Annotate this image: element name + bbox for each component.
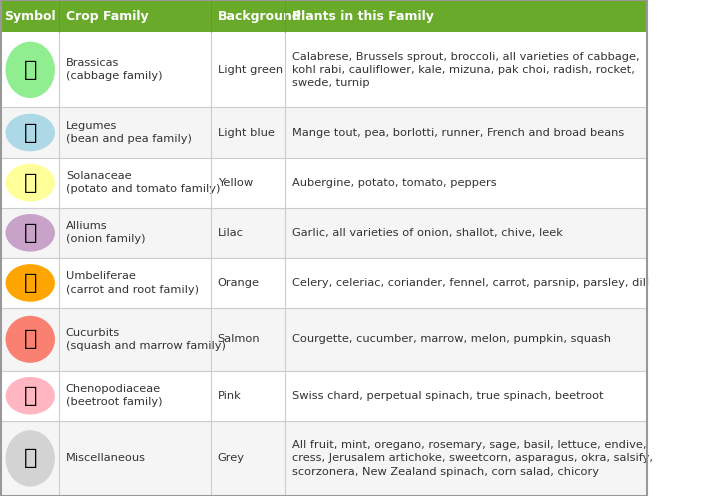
Text: Yellow: Yellow (218, 178, 253, 187)
Text: 🫘: 🫘 (23, 123, 37, 142)
Text: Aubergine, potato, tomato, peppers: Aubergine, potato, tomato, peppers (292, 178, 496, 187)
Text: Chenopodiaceae
(beetroot family): Chenopodiaceae (beetroot family) (66, 384, 163, 407)
Text: Cucurbits
(squash and marrow family): Cucurbits (squash and marrow family) (66, 328, 226, 351)
FancyBboxPatch shape (1, 32, 648, 108)
Text: Orange: Orange (218, 278, 259, 288)
FancyBboxPatch shape (1, 308, 648, 371)
Text: Mange tout, pea, borlotti, runner, French and broad beans: Mange tout, pea, borlotti, runner, Frenc… (292, 127, 624, 137)
Text: All fruit, mint, oregano, rosemary, sage, basil, lettuce, endive,
cress, Jerusal: All fruit, mint, oregano, rosemary, sage… (292, 440, 653, 477)
Text: Miscellaneous: Miscellaneous (66, 453, 146, 463)
Text: Symbol: Symbol (4, 9, 56, 23)
Text: Lilac: Lilac (218, 228, 243, 238)
Text: Brassicas
(cabbage family): Brassicas (cabbage family) (66, 58, 163, 81)
Text: Grey: Grey (218, 453, 245, 463)
Text: 🍓: 🍓 (23, 448, 37, 468)
FancyBboxPatch shape (1, 108, 648, 158)
Text: Crop Family: Crop Family (66, 9, 148, 23)
Text: Salmon: Salmon (218, 334, 260, 344)
Text: Light blue: Light blue (218, 127, 274, 137)
Ellipse shape (6, 316, 55, 363)
FancyBboxPatch shape (1, 158, 648, 208)
Ellipse shape (6, 114, 55, 151)
Text: Swiss chard, perpetual spinach, true spinach, beetroot: Swiss chard, perpetual spinach, true spi… (292, 391, 604, 401)
Text: 🥬: 🥬 (23, 60, 37, 80)
Text: 🍅: 🍅 (23, 173, 37, 192)
Text: Background: Background (218, 9, 301, 23)
Text: Plants in this Family: Plants in this Family (292, 9, 434, 23)
FancyBboxPatch shape (1, 0, 648, 32)
FancyBboxPatch shape (1, 371, 648, 421)
Text: Garlic, all varieties of onion, shallot, chive, leek: Garlic, all varieties of onion, shallot,… (292, 228, 563, 238)
Text: Light green: Light green (218, 65, 283, 75)
Ellipse shape (6, 164, 55, 201)
Text: Solanaceae
(potato and tomato family): Solanaceae (potato and tomato family) (66, 171, 220, 194)
FancyBboxPatch shape (1, 421, 648, 496)
Text: 🥒: 🥒 (23, 329, 37, 349)
FancyBboxPatch shape (1, 258, 648, 308)
Ellipse shape (6, 214, 55, 251)
Text: Celery, celeriac, coriander, fennel, carrot, parsnip, parsley, dill: Celery, celeriac, coriander, fennel, car… (292, 278, 649, 288)
Ellipse shape (6, 377, 55, 415)
Text: Alliums
(onion family): Alliums (onion family) (66, 221, 145, 245)
Text: 🥕: 🥕 (23, 273, 37, 293)
Text: 🧅: 🧅 (23, 223, 37, 243)
Text: Legumes
(bean and pea family): Legumes (bean and pea family) (66, 121, 192, 144)
FancyBboxPatch shape (1, 208, 648, 258)
Text: Umbeliferae
(carrot and root family): Umbeliferae (carrot and root family) (66, 271, 199, 295)
Ellipse shape (6, 264, 55, 302)
Text: Courgette, cucumber, marrow, melon, pumpkin, squash: Courgette, cucumber, marrow, melon, pump… (292, 334, 611, 344)
Text: Pink: Pink (218, 391, 241, 401)
Ellipse shape (6, 430, 55, 487)
Text: 🥗: 🥗 (23, 386, 37, 406)
Ellipse shape (6, 42, 55, 98)
Text: Calabrese, Brussels sprout, broccoli, all varieties of cabbage,
kohl rabi, cauli: Calabrese, Brussels sprout, broccoli, al… (292, 52, 640, 88)
